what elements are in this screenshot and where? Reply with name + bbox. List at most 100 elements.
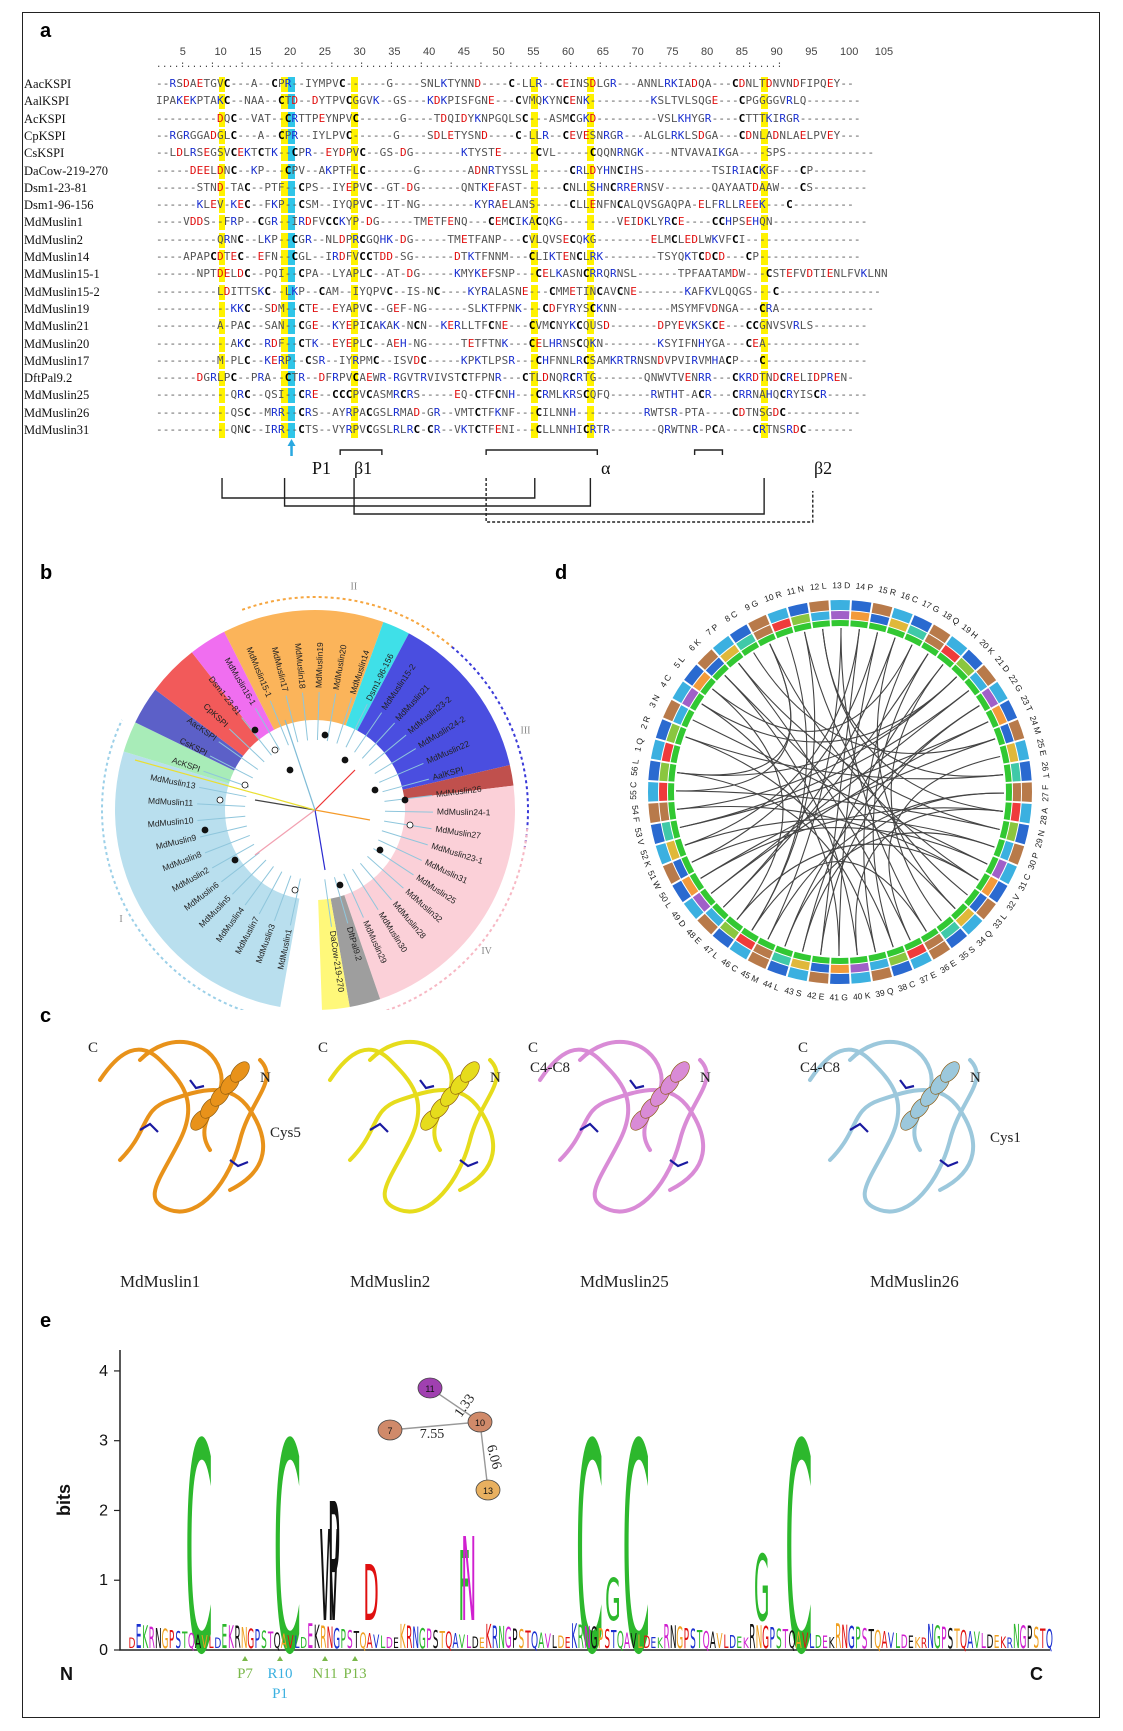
logo-letter: E [393,1635,399,1652]
logo-letter: T [525,1627,531,1655]
logo-letter: D [129,1635,136,1652]
residue-segment [981,688,999,708]
position-marker [322,1656,328,1661]
residue-segment [736,633,756,651]
cys-column-highlight [350,388,358,404]
logo-letter: E [307,1617,313,1657]
logo-letter: Q [1046,1624,1053,1655]
cys-column-highlight [350,405,358,421]
cys-column-highlight [760,250,768,265]
contact-chord [685,736,894,948]
logo-letter: L [294,1634,299,1653]
residue-label: 26 T [1040,761,1052,779]
sequence-text: -----------AKC--RDF--CTK--EYEPLC--AEH-NG… [156,336,861,350]
residue-segment [976,898,996,920]
logo-letter: T [1040,1623,1046,1655]
cys-column-highlight [218,250,226,265]
protein-structure [98,1040,269,1214]
alignment-row: MdMuslin2 ---------QRNC--LKP--CGR--NLDPRC… [24,232,1094,248]
residue-segment [810,611,830,622]
logo-letter: R [320,1621,326,1656]
residue-segment [868,951,887,962]
cys-column-highlight [586,284,594,300]
residue-segment [808,971,829,984]
cys-column-highlight [531,111,539,127]
residue-segment [871,967,893,982]
tree-clade-sector [318,898,350,1010]
group-arc [451,646,529,848]
sequence-text: ------KLEV-KEC--FKP--CSM--IYQPVC--IT-NG-… [156,198,854,212]
cys-column-highlight [760,163,768,179]
residue-label: 20 K [977,637,997,657]
residue-segment [1019,761,1032,782]
residue-segment [787,967,809,982]
logo-letter: S [604,1624,610,1655]
p1-label: P1 [312,458,332,478]
contact-chord [840,627,927,932]
residue-segment [775,626,794,639]
logo-letter: N [155,1622,162,1654]
contact-chord [801,792,1005,952]
logo-letter: S [776,1623,782,1655]
contact-chord [677,676,958,776]
network-node-label: 13 [483,1486,493,1496]
residue-segment [993,838,1005,858]
logo-letter: N [670,1621,677,1656]
bootstrap-node [291,886,299,894]
cys-column-highlight [350,353,358,369]
bootstrap-node [216,796,224,804]
cys-column-highlight [760,146,768,162]
residue-segment [1006,822,1019,842]
bootstrap-node [371,786,379,794]
sequence-name: MdMuslin19 [24,301,90,316]
alignment-row: AcKSPI ---------DQC--VAT--CRTTPEYNPVC----… [24,111,1094,127]
sequence-name: MdMuslin15-1 [24,267,100,282]
position-marker [277,1656,283,1661]
cys-column-highlight [531,215,539,231]
cys-column-highlight [760,180,768,196]
residue-segment [991,859,1007,879]
logo-letter: E [736,1634,742,1652]
cys-column-highlight [531,250,539,265]
cys-column-highlight [350,94,358,110]
residue-segment [830,973,850,984]
logo-letter: N [498,1621,505,1656]
residue-segment [907,625,927,641]
sequence-name: MdMuslin17 [24,353,90,368]
disulfide-bond [459,1159,479,1168]
sequence-text: --RGRGGADGLC---A--CPR--IYLPVC------G----… [156,128,861,142]
cys-column-highlight [531,146,539,162]
cys-column-highlight [281,111,289,127]
logo-letter: E [136,1618,142,1656]
logo-letter: V [459,1630,466,1653]
sequence-name: AacKSPI [24,77,72,91]
contact-chord [679,690,970,829]
logo-letter: V [373,1633,379,1653]
cys-column-highlight [531,77,539,92]
residue-segment [748,614,770,633]
backbone-loop [368,1040,454,1152]
residue-segment [790,613,811,626]
ruler-tick-80: 80 [701,46,714,58]
cys-column-highlight [218,388,226,404]
protein-structure [808,1040,979,1214]
cys-column-highlight [218,94,226,110]
group-label: II [351,581,358,592]
cys-column-highlight [288,250,295,265]
residue-label: 30 P [1026,851,1041,871]
residue-segment [670,820,681,839]
contact-chord [820,705,980,955]
logo-letter: R [492,1621,498,1656]
residue-segment [891,607,913,624]
tree-branch [368,734,407,766]
beta2-label: β2 [814,458,833,478]
network-node [417,1377,443,1399]
tree-branch [289,878,301,926]
logo-letter: R [406,1621,412,1656]
sequence-name: Dsm1-96-156 [24,198,94,213]
alignment-row: MdMuslin14 ----APAPCDTEC--EFN--CGL--IRDFV… [24,249,1094,265]
residue-segment [693,671,711,692]
logo-letter: R [234,1621,240,1656]
sequence-text: ---------A-PAC--SAN--CGE--KYEPICAKAK-NCN… [156,319,868,333]
tree-branch [354,712,383,753]
